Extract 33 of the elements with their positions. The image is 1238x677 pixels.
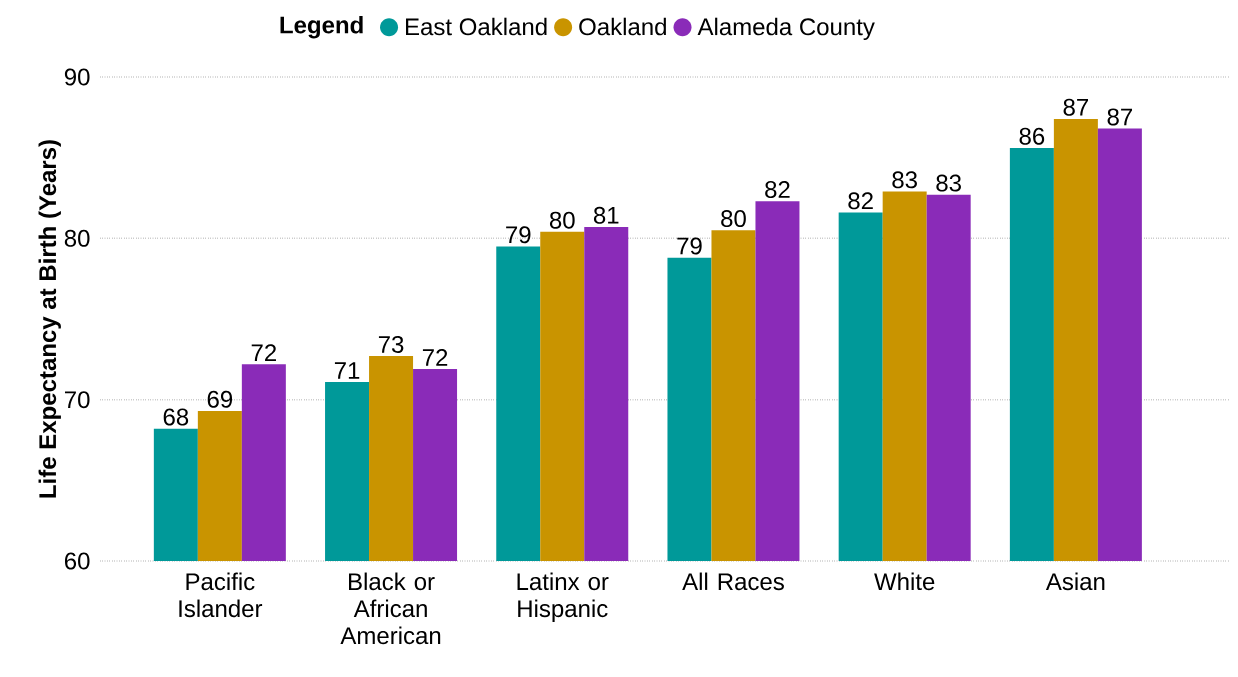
legend-label: Alameda County — [697, 17, 875, 41]
data-label: 79 — [677, 237, 702, 255]
x-tick-label: Pacific Islander — [179, 572, 263, 618]
data-label: 69 — [207, 390, 233, 408]
data-label: 71 — [334, 362, 360, 379]
y-axis-title: Life Expectancy at Birth (Years) — [38, 140, 61, 498]
legend-label: Oakland — [579, 17, 666, 36]
data-label: 68 — [163, 408, 189, 426]
legend-label: East Oakland — [406, 17, 547, 36]
x-tick-label: Latinx or Hispanic — [517, 572, 609, 622]
data-label: 72 — [422, 349, 448, 366]
y-tick-label: 60 — [65, 552, 90, 570]
y-tick-label: 90 — [64, 68, 90, 86]
x-tick-label: Asian — [1045, 572, 1105, 591]
data-label: 82 — [848, 192, 873, 210]
data-label: 80 — [549, 211, 575, 229]
data-label: 79 — [506, 226, 531, 244]
legend-title: Legend — [280, 15, 363, 39]
data-label: 72 — [251, 344, 276, 361]
data-label: 87 — [1107, 108, 1133, 126]
data-label: 81 — [593, 206, 619, 224]
x-tick-label: All Races — [682, 572, 784, 591]
data-label: 82 — [765, 181, 790, 199]
data-label: 83 — [936, 174, 961, 192]
data-label: 80 — [721, 210, 746, 228]
y-tick-label: 70 — [65, 391, 90, 409]
x-tick-label: White — [874, 572, 935, 591]
data-label: 83 — [892, 171, 917, 189]
y-tick-label: 80 — [64, 229, 90, 247]
data-label: 73 — [378, 335, 404, 353]
data-label: 86 — [1019, 127, 1045, 145]
data-label: 87 — [1063, 98, 1089, 116]
x-tick-label: Black or African American — [340, 572, 441, 645]
